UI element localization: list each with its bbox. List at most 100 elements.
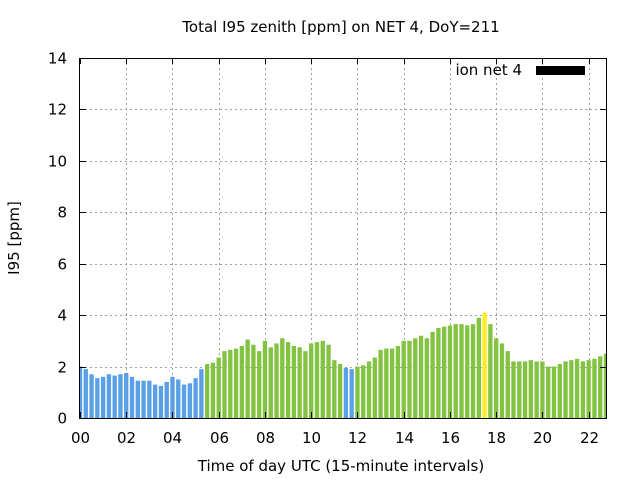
y-tick-label: 14 [48,50,67,68]
bar [158,385,164,418]
legend: ion net 4 [455,61,585,79]
bar [378,349,383,418]
bar [522,361,528,418]
bar [430,331,435,418]
bar [89,374,94,418]
bar [598,356,603,418]
bar [389,348,395,418]
bar [187,383,192,418]
bar [216,357,221,418]
bar [424,338,429,418]
x-tick-label: 06 [210,429,229,447]
bar [199,369,204,418]
x-tick-label: 08 [256,429,275,447]
x-tick-label: 12 [348,429,367,447]
bar [100,376,106,418]
x-tick-label: 14 [395,429,414,447]
x-ticks: 00 02 04 06 08 10 12 14 16 18 20 22 [71,58,599,447]
x-tick-label: 18 [487,429,506,447]
x-tick-label: 04 [163,429,182,447]
bar [395,346,401,418]
grid [80,58,606,418]
y-tick-label: 4 [57,307,67,325]
bar [262,340,268,418]
bar [546,366,551,418]
bar [447,325,453,418]
bar [505,351,510,418]
bar [80,366,83,418]
bar [384,348,389,418]
bar [499,343,505,418]
x-tick-label: 20 [533,429,552,447]
bar [551,366,557,418]
bar [407,340,412,418]
bar [453,324,458,418]
bar [540,361,545,418]
bar [528,360,534,418]
bar [465,325,470,418]
bar [459,324,464,418]
y-axis-label: I95 [ppm] [5,201,23,275]
bar [343,367,349,418]
bar [401,340,406,418]
bars [80,312,606,418]
bar [280,338,285,418]
bar [309,343,314,418]
bar [574,358,580,418]
bar [366,361,372,418]
legend-swatch [536,66,585,75]
chart-title: Total I95 zenith [ppm] on NET 4, DoY=211 [181,18,499,36]
bar [337,364,343,418]
bar [563,361,568,418]
bar [517,361,522,418]
y-tick-label: 2 [57,359,67,377]
bar [297,347,302,418]
y-tick-label: 6 [57,256,67,274]
bar [557,364,562,418]
bar [355,366,360,418]
y-tick-label: 0 [57,410,67,428]
y-ticks: 0 2 4 6 8 10 12 14 [48,50,606,428]
bar [129,376,135,418]
bar [569,360,574,418]
bar [251,344,256,418]
bar [511,361,516,418]
bar [181,384,187,418]
bar [112,375,117,418]
bar [245,339,250,418]
bar [239,346,245,418]
bar [372,357,377,418]
bar [141,380,146,418]
x-tick-label: 00 [71,429,90,447]
bar [332,360,337,418]
legend-label: ion net 4 [455,61,522,79]
bar [135,380,140,418]
bar [603,353,606,418]
bar [124,373,129,418]
bar [488,324,493,418]
bar [257,351,262,418]
bar [170,376,175,418]
bar [349,369,354,418]
bar [586,360,591,418]
bar [470,324,476,418]
bar [106,374,112,418]
bar [580,361,586,418]
bar [320,340,325,418]
bar [274,343,279,418]
bar [441,326,447,418]
plot-frame [79,58,607,419]
bar [303,351,308,418]
bar [152,384,158,418]
bar [118,374,123,418]
bar [413,338,418,418]
bar [285,342,291,418]
bar [210,362,216,418]
bar [222,351,227,418]
bar [314,342,320,418]
bar [418,335,424,418]
bar [204,364,210,418]
bar [228,349,233,418]
bar [193,378,198,418]
